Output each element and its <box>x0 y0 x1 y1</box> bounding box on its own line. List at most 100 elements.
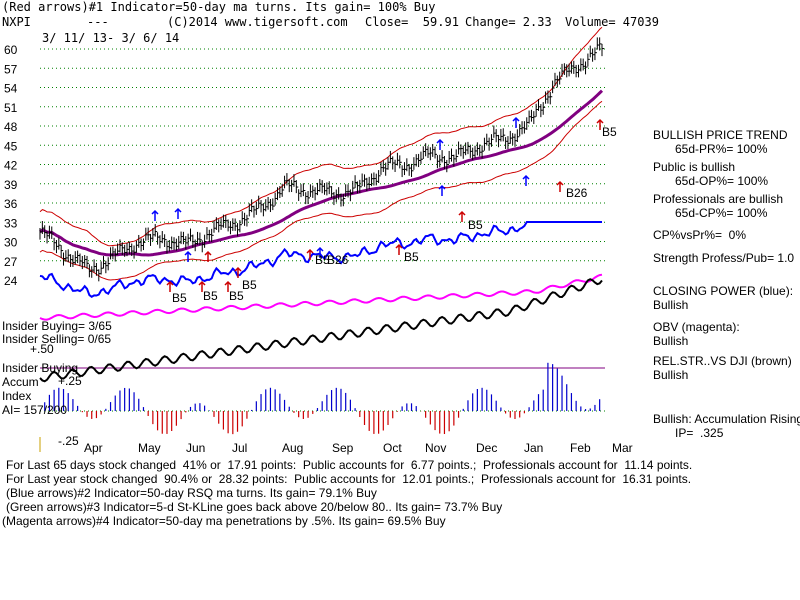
signal-arrow-head <box>166 280 174 286</box>
signal-arrow-head <box>306 248 314 254</box>
x-tick-label: Oct <box>383 441 402 455</box>
pros-status: Professionals are bullish <box>653 192 784 206</box>
index-label: Index <box>2 389 32 403</box>
y-tick-label: 48 <box>4 120 18 134</box>
y-tick-label: 24 <box>4 274 18 288</box>
x-tick-label: Jan <box>524 441 543 455</box>
close-value: Close= 59.91 <box>365 15 459 29</box>
op-value: 65d-OP%= 100% <box>675 174 769 188</box>
closing-power-status: Bullish <box>653 298 689 312</box>
header-indicator-1: (Red arrows)#1 Indicator=50-day ma turns… <box>2 0 436 14</box>
signal-label: B5 <box>172 291 187 305</box>
footer-65-days: For Last 65 days stock changed 41% or 17… <box>6 458 693 472</box>
signal-arrow-head <box>438 184 446 190</box>
signal-arrow-head <box>151 209 159 215</box>
closing-power-line <box>39 221 602 298</box>
x-tick-label: Sep <box>332 441 354 455</box>
y-tick-label: 57 <box>4 62 18 76</box>
x-tick-label: Mar <box>612 441 633 455</box>
public-status: Public is bullish <box>653 160 736 174</box>
footer-indicator-4: (Magenta arrows)#4 Indicator=50-day ma p… <box>2 514 446 528</box>
relstr-label: REL.STR..VS DJI (brown) <box>653 354 792 368</box>
obv-label: OBV (magenta): <box>653 320 740 334</box>
signal-arrows <box>151 116 604 292</box>
header-dashes: --- <box>87 15 109 29</box>
y-tick-label: 45 <box>4 139 18 153</box>
x-tick-label: Feb <box>570 441 591 455</box>
signal-arrow-head <box>204 250 212 256</box>
footer-indicator-3: (Green arrows)#3 Indicator=5-d St-KLine … <box>6 500 503 514</box>
signal-label: B5 <box>229 289 244 303</box>
obv-status: Bullish <box>653 334 689 348</box>
price-bars <box>39 37 604 282</box>
signal-arrow-head <box>174 207 182 213</box>
relative-strength-line <box>39 278 603 383</box>
signal-label: B26 <box>327 253 349 267</box>
x-tick-label: May <box>138 441 161 455</box>
signal-arrow-head <box>234 266 242 272</box>
y-tick-label: 27 <box>4 255 18 269</box>
x-tick-label: Apr <box>84 441 103 455</box>
cp-value: 65d-CP%= 100% <box>675 206 768 220</box>
copyright: (C)2014 www.tigersoft.com <box>167 15 348 29</box>
y-tick-labels: 60 57 54 51 48 45 42 39 36 33 30 27 24 <box>4 43 18 288</box>
date-range: 3/ 11/ 13- 3/ 6/ 14 <box>42 31 180 45</box>
y-tick-label: 30 <box>4 236 18 250</box>
signal-arrow-head <box>556 180 564 186</box>
signal-arrow-head <box>198 280 206 286</box>
y-tick-label: 51 <box>4 101 18 115</box>
accum-label: Accum <box>2 375 39 389</box>
cp-vs-pr: CP%vsPr%= 0% <box>653 228 747 242</box>
volume-value: Volume= 47039 <box>565 15 659 29</box>
y-tick-label: 36 <box>4 197 18 211</box>
axis-plus-25: +.25 <box>58 374 82 388</box>
footer-indicator-2: (Blue arrows)#2 Indicator=50-day RSQ ma … <box>6 486 377 500</box>
pr-value: 65d-PR%= 100% <box>675 142 768 156</box>
signal-arrow-head <box>395 243 403 249</box>
signal-arrow-head <box>184 250 192 256</box>
x-tick-label: Dec <box>476 441 497 455</box>
ai-value: AI= 157/200 <box>2 403 68 417</box>
x-tick-label: Jun <box>186 441 205 455</box>
signal-label: B5 <box>602 125 617 139</box>
y-tick-label: 42 <box>4 159 18 173</box>
obv-path <box>39 273 603 321</box>
signal-label: B26 <box>566 186 588 200</box>
signal-label: B5 <box>404 250 419 264</box>
insider-buying: Insider Buying= 3/65 <box>2 319 112 333</box>
accumulation-bars <box>44 362 601 435</box>
insider-selling: Insider Selling= 0/65 <box>2 332 112 346</box>
trend-title: BULLISH PRICE TREND <box>653 128 788 142</box>
x-tick-label: Jul <box>232 441 247 455</box>
signal-label: B5 <box>468 218 483 232</box>
axis-minus-25: -.25 <box>58 434 79 448</box>
ip-value: IP= .325 <box>675 426 724 440</box>
relstr-status: Bullish <box>653 368 689 382</box>
signal-label: B5 <box>242 278 257 292</box>
signal-label: B5 <box>203 289 218 303</box>
signal-arrow-head <box>436 138 444 144</box>
obv-line <box>39 273 603 321</box>
accum-status: Bullish: Accumulation Rising <box>653 412 800 426</box>
price-bands <box>39 26 603 281</box>
x-tick-label: Nov <box>425 441 446 455</box>
insider-buying-2: Insider Buying <box>2 361 79 375</box>
signal-arrow-head <box>316 246 324 252</box>
x-tick-labels: Apr May Jun Jul Aug Sep Oct Nov Dec Jan Feb Mar <box>84 441 633 455</box>
upper-band <box>39 26 603 247</box>
signal-arrow-head <box>512 116 520 122</box>
closing-power-label: CLOSING POWER (blue): <box>653 284 794 298</box>
lower-band <box>39 100 603 281</box>
ticker-symbol: NXPI <box>2 15 31 29</box>
signal-arrow-head <box>224 280 232 286</box>
axis-plus-50: +.50 <box>30 342 54 356</box>
signal-label: B5 <box>315 253 330 267</box>
strength-ratio: Strength Profess/Pub= 1.0 <box>653 251 795 265</box>
signal-arrow-head <box>458 210 466 216</box>
relstr-path <box>39 278 603 383</box>
y-tick-label: 60 <box>4 43 18 57</box>
footer-last-year: For Last year stock changed 90.4% or 28.… <box>6 472 692 486</box>
x-tick-label: Aug <box>282 441 303 455</box>
